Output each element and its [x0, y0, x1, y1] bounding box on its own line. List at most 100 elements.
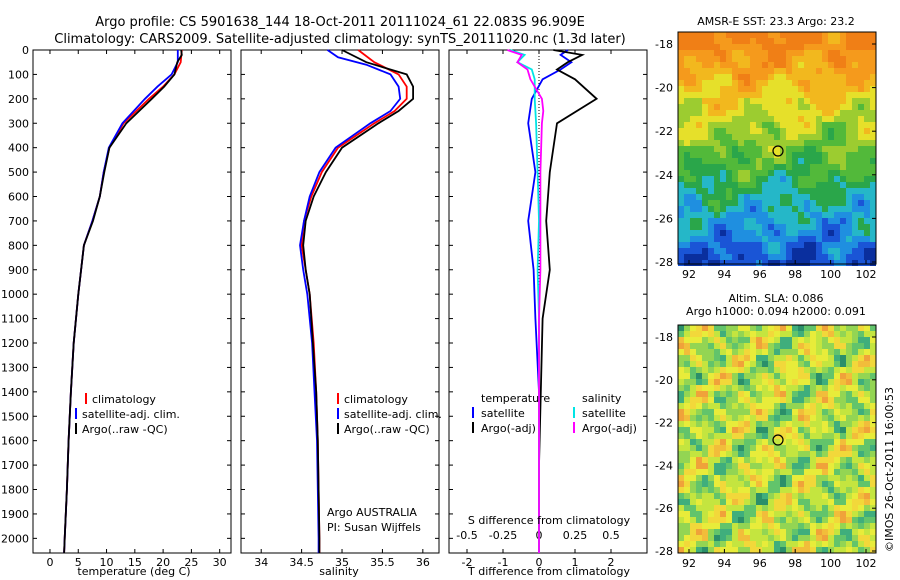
sst-cell — [828, 98, 834, 104]
sla-cell — [774, 367, 780, 373]
sla-cell — [786, 475, 792, 481]
sst-cell — [750, 98, 756, 104]
sla-cell — [756, 451, 762, 457]
sla-cell — [828, 499, 834, 505]
sst-cell — [870, 254, 876, 260]
sst-cell — [762, 74, 768, 80]
sst-cell — [858, 62, 864, 68]
sst-cell — [840, 146, 846, 152]
sla-cell — [828, 523, 834, 529]
map-y-tick-label: -28 — [655, 256, 673, 269]
sla-cell — [828, 439, 834, 445]
sla-cell — [696, 463, 702, 469]
sst-cell — [762, 80, 768, 86]
sla-cell — [864, 397, 870, 403]
sst-cell — [750, 32, 756, 38]
sla-cell — [786, 523, 792, 529]
sst-cell — [816, 206, 822, 212]
sla-cell — [732, 409, 738, 415]
sst-cell — [696, 44, 702, 50]
sla-cell — [846, 547, 852, 553]
sst-cell — [684, 98, 690, 104]
sla-cell — [858, 391, 864, 397]
map-y-tick-label: -24 — [655, 459, 673, 472]
sla-cell — [762, 349, 768, 355]
sla-cell — [864, 463, 870, 469]
sst-cell — [840, 68, 846, 74]
sst-cell — [858, 116, 864, 122]
sla-cell — [840, 433, 846, 439]
sla-cell — [696, 445, 702, 451]
sst-cell — [780, 32, 786, 38]
sst-cell — [798, 164, 804, 170]
sla-cell — [750, 361, 756, 367]
sla-cell — [858, 325, 864, 331]
sla-cell — [768, 529, 774, 535]
sst-cell — [780, 224, 786, 230]
sst-cell — [870, 74, 876, 80]
sst-cell — [732, 92, 738, 98]
sst-cell — [720, 248, 726, 254]
map-x-tick-label: 98 — [788, 268, 802, 281]
map-x-tick-label: 94 — [717, 268, 731, 281]
sla-cell — [768, 373, 774, 379]
sst-cell — [780, 140, 786, 146]
sst-cell — [756, 110, 762, 116]
sst-cell — [756, 32, 762, 38]
sla-cell — [828, 325, 834, 331]
sst-cell — [726, 182, 732, 188]
sla-cell — [798, 475, 804, 481]
sla-cell — [816, 397, 822, 403]
sst-cell — [852, 164, 858, 170]
sst-cell — [786, 92, 792, 98]
sst-cell — [744, 104, 750, 110]
sst-cell — [870, 230, 876, 236]
legend-t-argo: Argo(-adj) — [481, 422, 536, 435]
sst-cell — [750, 86, 756, 92]
sla-cell — [828, 367, 834, 373]
sla-cell — [780, 463, 786, 469]
sla-cell — [786, 535, 792, 541]
sla-cell — [726, 529, 732, 535]
sst-cell — [858, 248, 864, 254]
sla-cell — [774, 463, 780, 469]
sla-cell — [714, 373, 720, 379]
sla-cell — [846, 457, 852, 463]
sst-cell — [756, 200, 762, 206]
sst-cell — [822, 44, 828, 50]
sst-cell — [726, 170, 732, 176]
sst-cell — [870, 188, 876, 194]
sla-cell — [816, 373, 822, 379]
sst-cell — [690, 218, 696, 224]
sla-cell — [684, 517, 690, 523]
sla-cell — [708, 415, 714, 421]
sst-cell — [870, 140, 876, 146]
sst-cell — [714, 134, 720, 140]
sst-cell — [714, 224, 720, 230]
sst-cell — [708, 86, 714, 92]
sst-cell — [858, 74, 864, 80]
sla-cell — [780, 337, 786, 343]
sst-cell — [720, 212, 726, 218]
sla-cell — [870, 433, 876, 439]
salinity-xlabel: salinity — [319, 565, 359, 578]
sst-cell — [798, 176, 804, 182]
sst-cell — [870, 86, 876, 92]
depth-tick-label: 300 — [8, 117, 29, 130]
sla-cell — [750, 523, 756, 529]
sst-cell — [744, 236, 750, 242]
sst-cell — [678, 260, 684, 266]
sla-cell — [750, 547, 756, 553]
map-x-tick-label: 102 — [856, 557, 877, 570]
sla-cell — [726, 469, 732, 475]
sla-cell — [690, 409, 696, 415]
sla-cell — [852, 529, 858, 535]
sst-cell — [738, 182, 744, 188]
sst-cell — [720, 122, 726, 128]
temperature-plot-frame — [32, 49, 232, 554]
sla-cell — [714, 421, 720, 427]
x-tick-label: 5 — [75, 556, 82, 569]
sst-cell — [810, 176, 816, 182]
sla-cell — [714, 379, 720, 385]
sst-cell — [708, 158, 714, 164]
